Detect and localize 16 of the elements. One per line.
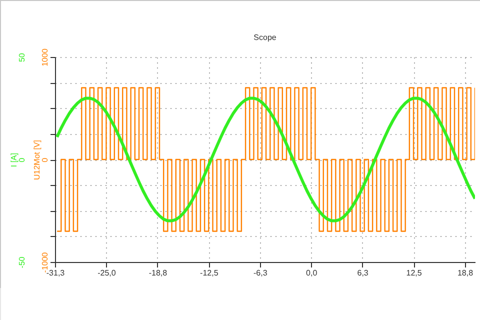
x-tick-label: 0,0 bbox=[306, 268, 318, 278]
y-tick-label: 0 bbox=[40, 157, 50, 162]
y-tick-label: 1000 bbox=[40, 48, 50, 66]
chart-title: Scope bbox=[254, 33, 277, 42]
y2-tick-label: 0 bbox=[18, 157, 26, 162]
y-axis-title: U12Mot [V] bbox=[32, 140, 42, 180]
y2-tick-label: 50 bbox=[18, 52, 26, 62]
x-tick-label: -6,3 bbox=[253, 268, 268, 278]
x-tick-label: -25,0 bbox=[98, 268, 116, 278]
y2-tick-label: -50 bbox=[18, 256, 26, 268]
x-tick-label: -18,8 bbox=[148, 268, 168, 278]
x-tick-label: 18,8 bbox=[457, 268, 474, 278]
x-tick-label: -12,5 bbox=[200, 268, 219, 278]
x-tick-label: 6,3 bbox=[357, 268, 369, 278]
y2-axis-title: I [A] bbox=[10, 152, 18, 168]
x-tick-label: 12,5 bbox=[406, 268, 422, 278]
